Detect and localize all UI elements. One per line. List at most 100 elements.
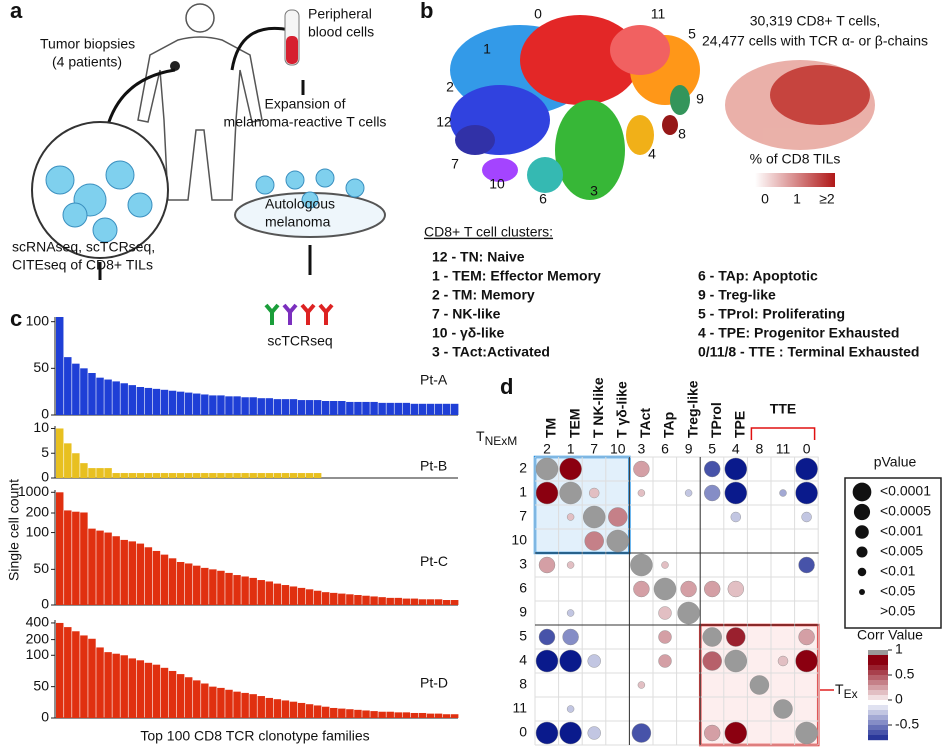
- bar: [362, 401, 370, 415]
- annotation-main: T: [476, 428, 485, 444]
- bar: [354, 401, 362, 415]
- label: melanoma: [265, 214, 331, 230]
- corr-bubble: [653, 577, 677, 601]
- cluster-label: 6: [539, 191, 547, 207]
- group-label: TM: [543, 418, 559, 438]
- bar: [209, 395, 217, 415]
- col-label: 2: [543, 441, 551, 457]
- y-tick-label: 400: [26, 614, 50, 630]
- colorbar: [755, 173, 835, 187]
- bar: [378, 402, 386, 415]
- group-label: TEM: [566, 408, 582, 438]
- corr-bubble: [704, 460, 721, 478]
- bar: [370, 401, 378, 415]
- bar: [128, 385, 136, 415]
- corr-bubble: [795, 721, 818, 745]
- corr-bubble: [704, 580, 721, 598]
- corr-bubble: [566, 513, 575, 521]
- colorbar-tick: 0: [761, 191, 769, 207]
- corr-bubble: [724, 649, 747, 673]
- cells: [255, 168, 365, 209]
- bar: [136, 387, 145, 415]
- bar: [64, 510, 72, 605]
- label: (4 patients): [52, 54, 122, 70]
- colorbar-label: 0: [895, 691, 903, 707]
- bar: [241, 473, 249, 478]
- bar: [410, 712, 419, 718]
- bar: [426, 403, 435, 415]
- colorbar-cell: [868, 695, 888, 701]
- group-label: TAp: [661, 412, 677, 438]
- label: Top 100 CD8 TCR clonotype families: [140, 728, 369, 744]
- bar: [217, 570, 225, 605]
- colorbar-tick: ≥2: [819, 191, 835, 207]
- y-tick-label: 1000: [18, 483, 49, 499]
- bar: [160, 667, 169, 718]
- colorbar-cell: [868, 725, 888, 731]
- bar: [176, 391, 185, 415]
- bar: [265, 473, 274, 478]
- col-label: 1: [567, 441, 575, 457]
- col-label: 7: [590, 441, 598, 457]
- bar: [225, 473, 233, 478]
- bar: [450, 403, 459, 415]
- bar: [386, 402, 394, 415]
- cluster-label: 1: [483, 41, 491, 57]
- bar: [402, 712, 411, 718]
- bar: [80, 512, 88, 605]
- bar: [72, 363, 80, 415]
- corr-bubble: [749, 675, 770, 695]
- cluster-label: 12: [436, 114, 452, 130]
- bar: [112, 653, 120, 718]
- y-tick-label: 50: [33, 560, 49, 576]
- colorbar-cell: [868, 655, 888, 661]
- label: Tumor biopsies: [40, 36, 135, 52]
- legend-box: [844, 477, 942, 629]
- bar: [96, 377, 104, 415]
- bar: [321, 706, 330, 718]
- bar: [410, 403, 419, 415]
- corr-bubble: [724, 457, 747, 481]
- bar: [330, 707, 338, 718]
- bar: [176, 561, 185, 605]
- legend-label: <0.05: [880, 583, 916, 599]
- group-label: T NK-like: [590, 377, 606, 438]
- cluster-label: 7: [451, 156, 459, 172]
- legend-bubble: [856, 546, 868, 558]
- colorbar-cell: [868, 720, 888, 726]
- bar: [297, 400, 306, 415]
- bar: [273, 699, 282, 718]
- legend-label: <0.005: [880, 543, 923, 559]
- cluster-entry: 12 - TN: Naive: [432, 249, 525, 265]
- annotation-main: T: [835, 681, 844, 697]
- corr-bubble: [726, 627, 746, 647]
- tumor-site: [170, 61, 180, 71]
- corr-bubble: [702, 627, 722, 647]
- label: scTCRseq: [267, 333, 332, 349]
- y-tick-label: 5: [41, 444, 49, 460]
- bar: [313, 473, 322, 478]
- colorbar-cell: [868, 680, 888, 686]
- corr-bubble: [630, 553, 653, 577]
- cells: [45, 160, 153, 243]
- bar: [346, 594, 354, 605]
- y-tick-label: 0: [41, 469, 49, 485]
- bar: [64, 443, 72, 478]
- bar: [160, 389, 169, 415]
- label: blood cells: [308, 24, 374, 40]
- bar: [104, 468, 112, 478]
- col-label: 5: [708, 441, 716, 457]
- corr-bubble: [608, 507, 628, 527]
- corr-bubble: [658, 654, 672, 668]
- colorbar-label: 0.5: [895, 666, 915, 682]
- bar: [402, 402, 411, 415]
- bar: [418, 712, 427, 718]
- bar: [128, 658, 136, 718]
- corr-bubble: [566, 609, 575, 617]
- bar: [72, 631, 80, 718]
- bar: [168, 390, 177, 415]
- legend-bubble: [859, 589, 865, 595]
- bar: [257, 696, 265, 718]
- cluster-label: 8: [678, 126, 686, 142]
- legend-label: <0.0001: [880, 483, 931, 499]
